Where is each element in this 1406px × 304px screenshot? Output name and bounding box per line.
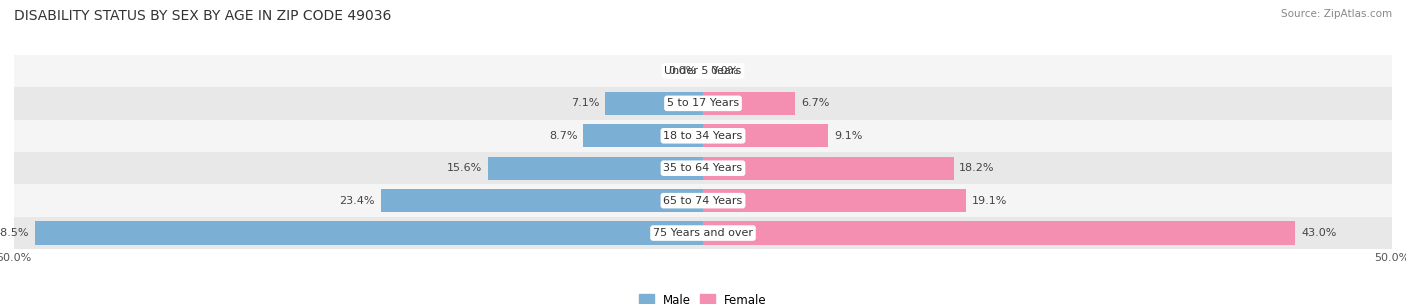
Bar (14, 87, 1392, 119)
Text: 35 to 64 Years: 35 to 64 Years (664, 163, 742, 173)
Text: 23.4%: 23.4% (340, 196, 375, 206)
Bar (14, 217, 1392, 249)
Bar (14, 152, 1392, 185)
Text: 0.0%: 0.0% (668, 66, 696, 76)
Text: 65 to 74 Years: 65 to 74 Years (664, 196, 742, 206)
Bar (381, 189, 703, 212)
Bar (605, 92, 703, 115)
Text: DISABILITY STATUS BY SEX BY AGE IN ZIP CODE 49036: DISABILITY STATUS BY SEX BY AGE IN ZIP C… (14, 9, 391, 23)
Bar (14, 55, 1392, 87)
Bar (488, 157, 703, 180)
Text: 15.6%: 15.6% (447, 163, 482, 173)
Bar (14, 119, 1392, 152)
Bar (14, 185, 1392, 217)
Text: 7.1%: 7.1% (571, 98, 599, 108)
Text: 8.7%: 8.7% (550, 131, 578, 141)
Text: 6.7%: 6.7% (801, 98, 830, 108)
Text: 19.1%: 19.1% (972, 196, 1007, 206)
Bar (703, 189, 966, 212)
Bar (35, 221, 703, 245)
Text: 18 to 34 Years: 18 to 34 Years (664, 131, 742, 141)
Text: 0.0%: 0.0% (710, 66, 738, 76)
Bar (703, 124, 828, 147)
Text: 75 Years and over: 75 Years and over (652, 228, 754, 238)
Text: 9.1%: 9.1% (834, 131, 862, 141)
Text: 18.2%: 18.2% (959, 163, 995, 173)
Bar (583, 124, 703, 147)
Bar (703, 157, 953, 180)
Legend: Male, Female: Male, Female (634, 289, 772, 304)
Text: 48.5%: 48.5% (0, 228, 30, 238)
Text: Under 5 Years: Under 5 Years (665, 66, 741, 76)
Text: 43.0%: 43.0% (1301, 228, 1336, 238)
Bar (703, 92, 796, 115)
Bar (703, 221, 1295, 245)
Text: 5 to 17 Years: 5 to 17 Years (666, 98, 740, 108)
Text: Source: ZipAtlas.com: Source: ZipAtlas.com (1281, 9, 1392, 19)
